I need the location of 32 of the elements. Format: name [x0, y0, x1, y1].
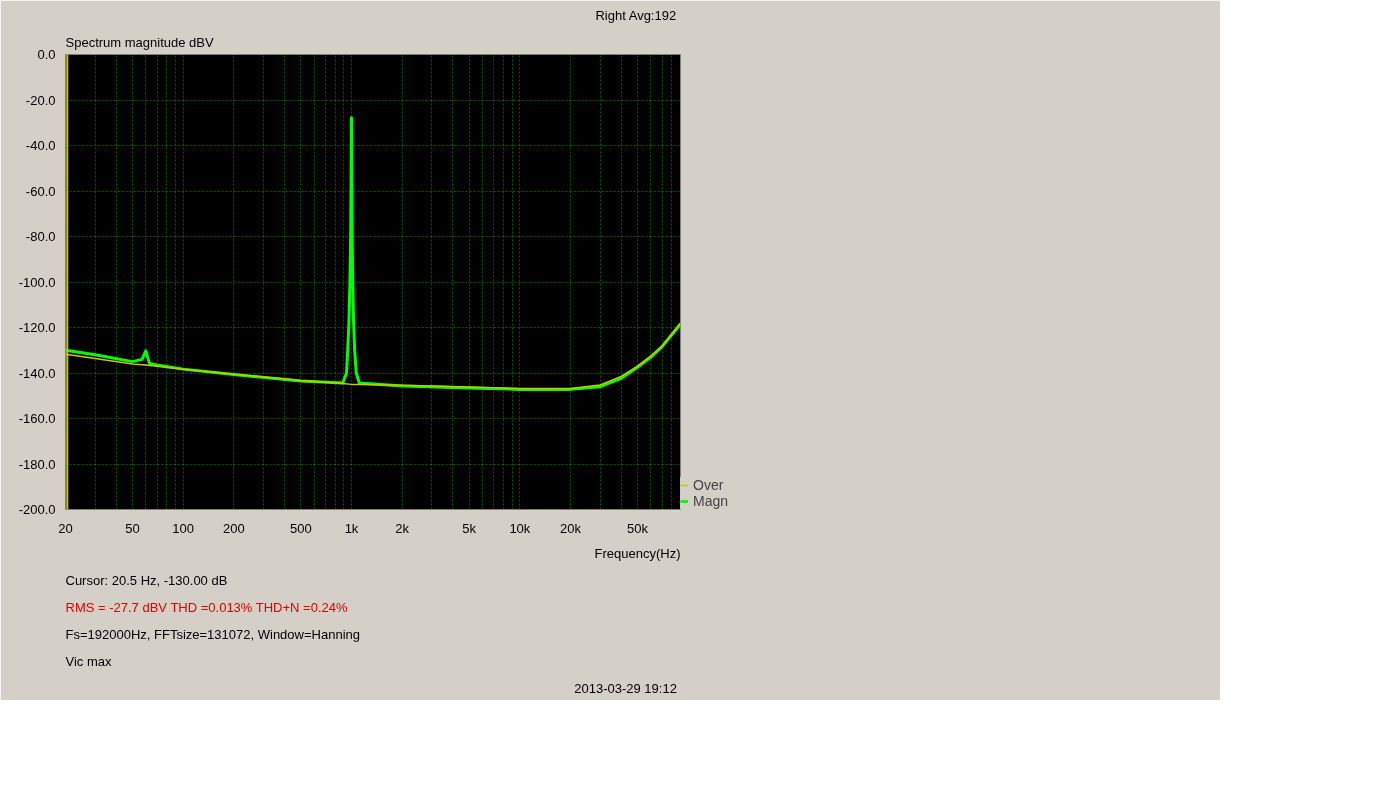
text: Fs=192000Hz, FFTsize=131072, Window=Hanning [65, 626, 360, 642]
x-tick-label: 2k [395, 520, 410, 536]
x-axis-title: Frequency(Hz) [594, 545, 681, 561]
x-tick-label: 1k [344, 520, 359, 536]
y-axis-title: Spectrum magnitude dBV [65, 34, 214, 50]
text: Vic max [65, 653, 112, 669]
legend-label: Over [693, 477, 724, 493]
text: Cursor: 20.5 Hz, -130.00 dB [65, 572, 228, 588]
x-tick-label: 500 [289, 520, 312, 536]
x-tick-label: 50k [627, 520, 649, 536]
legend-label: Magn [693, 493, 729, 509]
text: 2013-03-29 19:12 [574, 680, 677, 696]
y-tick-label: -140.0 [18, 365, 56, 381]
x-tick-label: 100 [172, 520, 195, 536]
text: RMS = -27.7 dBV THD =0.013% THD+N =0.24% [65, 599, 348, 615]
x-tick-label: 50 [125, 520, 140, 536]
y-tick-label: -80.0 [25, 229, 56, 244]
y-tick-label: -160.0 [18, 411, 56, 426]
y-tick-label: -40.0 [25, 138, 56, 153]
y-tick-label: 0.0 [37, 47, 56, 62]
y-tick-label: -100.0 [18, 274, 56, 290]
text: Right Avg:192 [595, 7, 677, 23]
x-tick-label: 200 [223, 520, 245, 536]
y-tick-label: -20.0 [25, 92, 56, 108]
x-tick-label: 20 [58, 520, 73, 536]
x-tick-label: 10k [509, 520, 531, 536]
y-tick-label: -60.0 [25, 183, 56, 199]
y-tick-label: -120.0 [18, 320, 56, 335]
x-tick-label: 20k [560, 520, 582, 536]
x-tick-label: 5k [462, 520, 477, 536]
y-tick-label: -200.0 [18, 502, 56, 517]
y-tick-label: -180.0 [18, 456, 56, 472]
